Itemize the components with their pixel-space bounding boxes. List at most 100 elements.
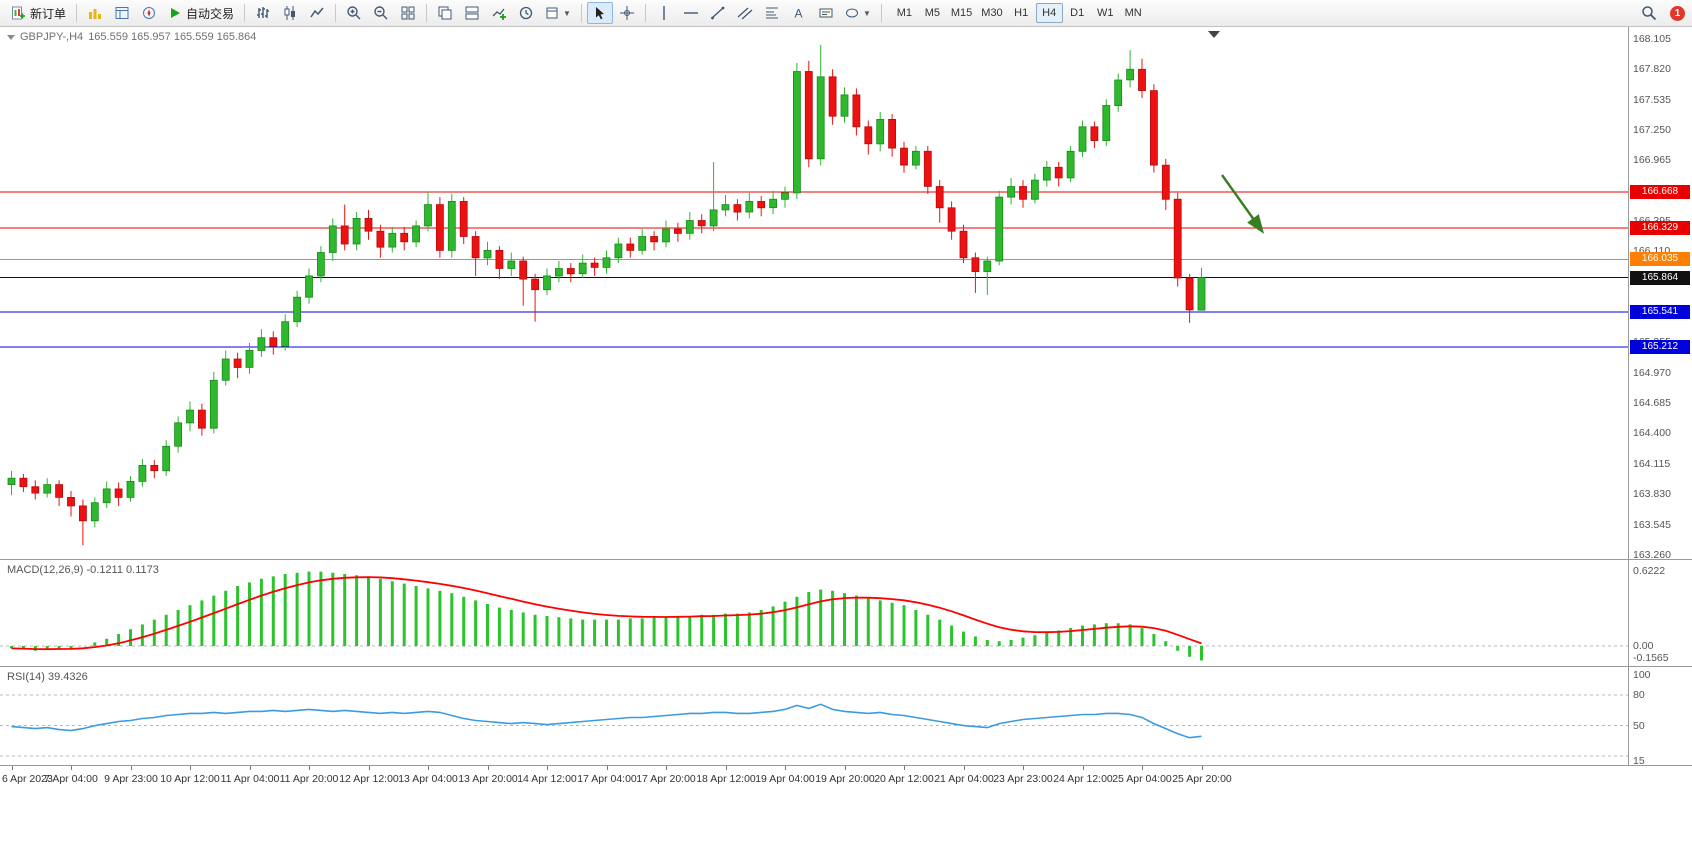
shapes-icon [845,6,859,20]
macd-tick: -0.1565 [1633,652,1669,664]
chart-menu-icon[interactable] [7,34,15,40]
vertical-line-button[interactable] [651,2,677,24]
indicators-button[interactable] [486,2,512,24]
cascade-windows-button[interactable] [432,2,458,24]
candlestick-chart-icon [282,5,298,21]
tile-windows-icon [400,5,416,21]
hline-price-tag: 165.541 [1630,305,1690,319]
fibonacci-icon [764,5,780,21]
time-tick [964,766,965,770]
navigator-button[interactable] [136,2,162,24]
zoom-in-button[interactable] [341,2,367,24]
new-order-icon [10,5,26,21]
timeframe-h1-button[interactable]: H1 [1008,3,1035,23]
timeframe-m15-button[interactable]: M15 [947,3,976,23]
bar-chart-button[interactable] [250,2,276,24]
time-axis-pane[interactable]: 6 Apr 2023 7 Apr 04:00 9 Apr 23:00 10 Ap… [0,765,1692,854]
chart-symbol-header: GBPJPY-,H4 165.559 165.957 165.559 165.8… [7,31,256,43]
rsi-axis[interactable]: 100 80 50 15 [1628,667,1692,767]
text-label-button[interactable] [813,2,839,24]
tile-windows-button[interactable] [395,2,421,24]
timeframe-m5-button[interactable]: M5 [919,3,946,23]
time-tick [428,766,429,770]
templates-button[interactable]: ▼ [540,2,576,24]
macd-indicator-name: MACD(12,26,9) [7,564,84,576]
symbol-label: GBPJPY-,H4 [20,31,84,43]
hline-price-tag: 166.668 [1630,185,1690,199]
time-label: 21 Apr 04:00 [934,773,994,785]
time-label: 17 Apr 20:00 [636,773,696,785]
rsi-canvas[interactable] [0,667,1628,765]
toolbar-separator [580,4,582,22]
time-label: 10 Apr 12:00 [160,773,220,785]
chevron-down-icon: ▼ [862,8,871,18]
hline-price-tag: 166.035 [1630,252,1690,266]
time-tick [666,766,667,770]
arrange-windows-button[interactable] [459,2,485,24]
timeframe-w1-button[interactable]: W1 [1092,3,1119,23]
time-tick [607,766,608,770]
channel-icon [737,5,753,21]
time-label: 13 Apr 04:00 [398,773,458,785]
crosshair-icon [619,5,635,21]
price-tick: 168.105 [1633,33,1671,45]
time-label: 11 Apr 04:00 [220,773,280,785]
time-label: 13 Apr 20:00 [458,773,518,785]
timeframe-h4-button[interactable]: H4 [1035,3,1063,23]
time-tick [1083,766,1084,770]
time-tick [1142,766,1143,770]
time-label: 25 Apr 20:00 [1172,773,1232,785]
price-tick: 166.965 [1633,154,1671,166]
macd-canvas[interactable] [0,560,1628,666]
shapes-button[interactable]: ▼ [840,2,876,24]
horizontal-line-button[interactable] [678,2,704,24]
symbol-ohlc-values: 165.559 165.957 165.559 165.864 [88,31,257,43]
text-button[interactable]: A [786,2,812,24]
notification-badge[interactable]: 1 [1670,5,1685,21]
new-order-button[interactable]: 新订单 [5,2,71,24]
search-button[interactable] [1636,2,1662,24]
candlestick-chart-button[interactable] [277,2,303,24]
time-label: 24 Apr 12:00 [1053,773,1113,785]
trendline-button[interactable] [705,2,731,24]
chart-shift-marker [1208,31,1220,38]
line-chart-button[interactable] [304,2,330,24]
zoom-out-button[interactable] [368,2,394,24]
time-axis-corner [1628,766,1692,854]
clock-icon [518,5,534,21]
macd-pane: MACD(12,26,9) -0.1211 0.1173 0.6222 0.00-… [0,559,1692,666]
current-price-tag: 165.864 [1630,271,1690,285]
channel-button[interactable] [732,2,758,24]
data-window-button[interactable] [109,2,135,24]
timeframe-d1-button[interactable]: D1 [1064,3,1091,23]
main-chart-canvas[interactable] [0,27,1628,559]
time-label: 14 Apr 12:00 [517,773,577,785]
time-label: 11 Apr 20:00 [279,773,339,785]
zoom-in-icon [346,5,362,21]
template-icon [545,6,559,20]
autotrading-button[interactable]: 自动交易 [163,2,239,24]
timeframe-m1-button[interactable]: M1 [891,3,918,23]
macd-axis[interactable]: 0.6222 0.00 -0.1565 [1628,560,1692,666]
time-tick [845,766,846,770]
price-tick: 164.115 [1633,458,1671,470]
timeframe-m30-button[interactable]: M30 [977,3,1006,23]
market-watch-button[interactable] [82,2,108,24]
price-tick: 164.970 [1633,367,1671,379]
cursor-button[interactable] [586,2,613,24]
timeframe-mn-button[interactable]: MN [1120,3,1147,23]
time-tick [726,766,727,770]
toolbar-separator [644,4,646,22]
fibonacci-button[interactable] [759,2,785,24]
timeframe-group: M1 M5 M15 M30 H1 H4 D1 W1 MN [891,3,1147,23]
autotrading-play-icon [168,6,182,20]
line-chart-icon [309,5,325,21]
price-axis[interactable]: 168.105 167.820 167.535 167.250 166.965 166.6… [1628,27,1692,561]
time-tick [250,766,251,770]
crosshair-button[interactable] [614,2,640,24]
periods-button[interactable] [513,2,539,24]
rsi-tick: 15 [1633,755,1645,767]
time-tick [547,766,548,770]
rsi-value: 39.4326 [47,671,88,683]
time-tick [12,766,13,770]
